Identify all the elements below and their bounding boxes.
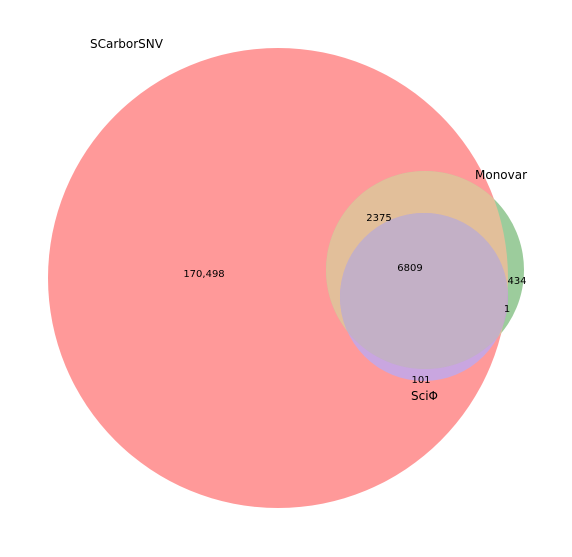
region-count-scarborsnv-sciphi: 101 [411,375,430,386]
region-count-scarborsnv-only: 170,498 [183,269,224,280]
set-label-monovar: Monovar [475,168,527,182]
set-label-scarborsnv: SCarborSNV [90,37,164,51]
region-count-all-three: 6809 [397,263,422,274]
region-count-scarborsnv-monovar: 2375 [366,213,391,224]
scarborsnv-circle [48,48,508,508]
set-label-sciphi: SciΦ [411,389,438,403]
region-count-monovar-only: 434 [507,276,526,287]
all-three-overlap [340,213,508,369]
region-count-monovar-sciphi: 1 [504,304,510,315]
